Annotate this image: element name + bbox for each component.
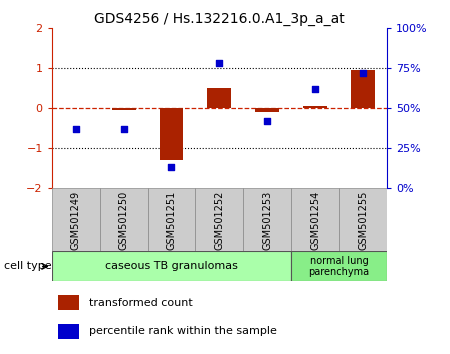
Bar <box>207 88 231 108</box>
Bar <box>148 188 195 251</box>
Text: caseous TB granulomas: caseous TB granulomas <box>105 261 238 272</box>
Point <box>72 126 79 132</box>
Bar <box>255 108 279 112</box>
Text: GSM501250: GSM501250 <box>119 191 129 250</box>
Text: GSM501253: GSM501253 <box>262 191 272 250</box>
Bar <box>195 188 243 251</box>
Text: GSM501254: GSM501254 <box>310 191 320 250</box>
Text: GSM501252: GSM501252 <box>214 191 225 250</box>
Point <box>311 86 319 92</box>
Text: GSM501251: GSM501251 <box>166 191 176 250</box>
Bar <box>52 188 99 251</box>
Point <box>216 61 223 66</box>
Bar <box>291 251 387 281</box>
Text: normal lung
parenchyma: normal lung parenchyma <box>309 256 369 277</box>
Bar <box>52 251 291 281</box>
Point <box>264 118 271 124</box>
Point <box>120 126 127 132</box>
Bar <box>58 296 79 310</box>
Bar <box>159 108 184 160</box>
Text: cell type: cell type <box>4 261 52 272</box>
Title: GDS4256 / Hs.132216.0.A1_3p_a_at: GDS4256 / Hs.132216.0.A1_3p_a_at <box>94 12 345 26</box>
Bar <box>339 188 387 251</box>
Bar <box>112 108 135 110</box>
Bar <box>243 188 291 251</box>
Text: GSM501255: GSM501255 <box>358 191 368 250</box>
Bar <box>291 188 339 251</box>
Bar <box>351 70 375 108</box>
Text: percentile rank within the sample: percentile rank within the sample <box>89 326 276 336</box>
Bar <box>99 188 148 251</box>
Bar <box>303 106 327 108</box>
Text: GSM501249: GSM501249 <box>71 191 81 250</box>
Point <box>360 70 367 76</box>
Text: transformed count: transformed count <box>89 298 193 308</box>
Point <box>168 164 175 170</box>
Bar <box>58 324 79 339</box>
